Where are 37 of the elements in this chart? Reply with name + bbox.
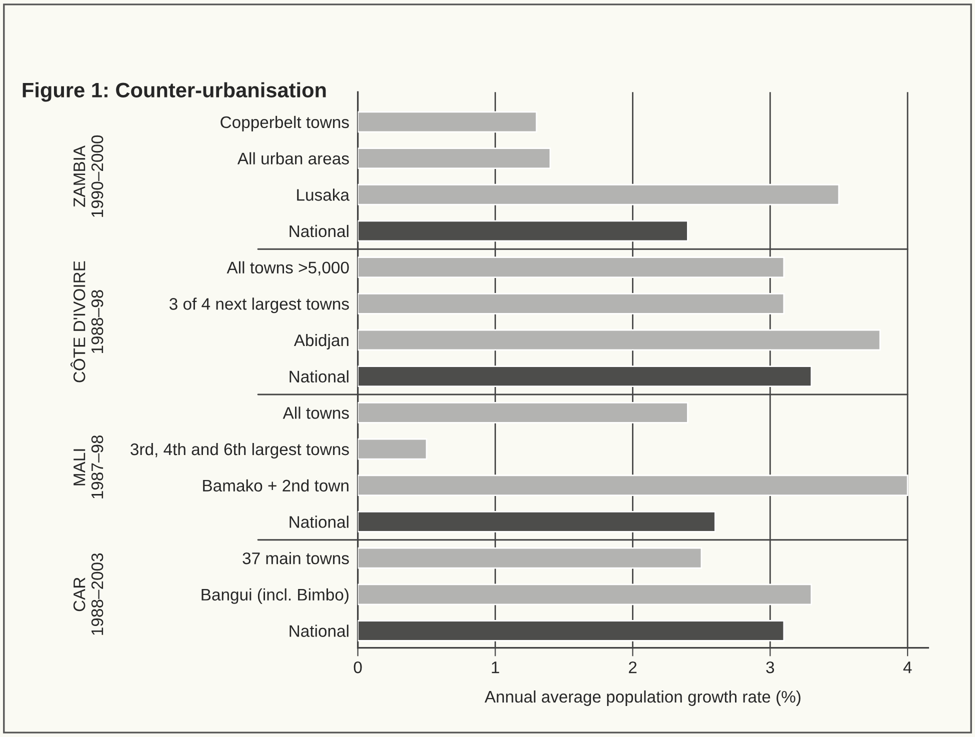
bar [358, 111, 538, 133]
bar [358, 438, 428, 460]
bar [358, 256, 785, 278]
bar [358, 148, 551, 169]
x-tick-label: 4 [903, 662, 912, 674]
x-tick-label: 2 [628, 661, 637, 674]
x-tick-label: 0 [354, 661, 362, 674]
y-tick-label: Copperbelt towns [220, 116, 349, 132]
bar [358, 329, 881, 351]
x-axis-title: Annual average population growth rate (%) [484, 690, 800, 706]
y-tick-label: Lusaka [297, 188, 350, 201]
text: CAR 1988–2003 [73, 553, 104, 635]
bar [358, 584, 812, 606]
y-tick-label: National [290, 516, 348, 528]
y-tick-label: Abidjan [294, 334, 348, 350]
bar [358, 184, 840, 206]
y-tick-label: 3 of 4 next largest towns [169, 298, 349, 314]
x-tick-label: 1 [492, 662, 500, 674]
bar [358, 402, 688, 424]
y-tick-label: All towns >5,000 [226, 261, 349, 276]
bar [358, 474, 908, 496]
y-tick-label: National [290, 224, 348, 238]
y-tick-label: 37 main towns [242, 552, 349, 564]
y-tick-label: All towns [282, 406, 349, 419]
y-tick-label: 3rd, 4th and 6th largest towns [130, 442, 349, 459]
y-tick-label: National [290, 624, 348, 637]
text: ZAMBIA 1990–2000 [74, 135, 104, 217]
bar [358, 292, 785, 314]
y-tick-label: National [290, 370, 348, 383]
y-tick-label: All urban areas [237, 152, 349, 164]
text: MALI 1987–98 [74, 435, 104, 498]
y-tick-label: Bamako + 2nd town [203, 479, 348, 492]
bar [358, 547, 702, 569]
y-tick-label: Bangui (incl. Bimbo) [202, 588, 348, 604]
text: Figure 1: Counter-urbanisation [22, 82, 326, 102]
x-tick-label: 3 [766, 661, 774, 674]
text: CÔTE D'IVOIRE 1988–98 [70, 261, 104, 382]
